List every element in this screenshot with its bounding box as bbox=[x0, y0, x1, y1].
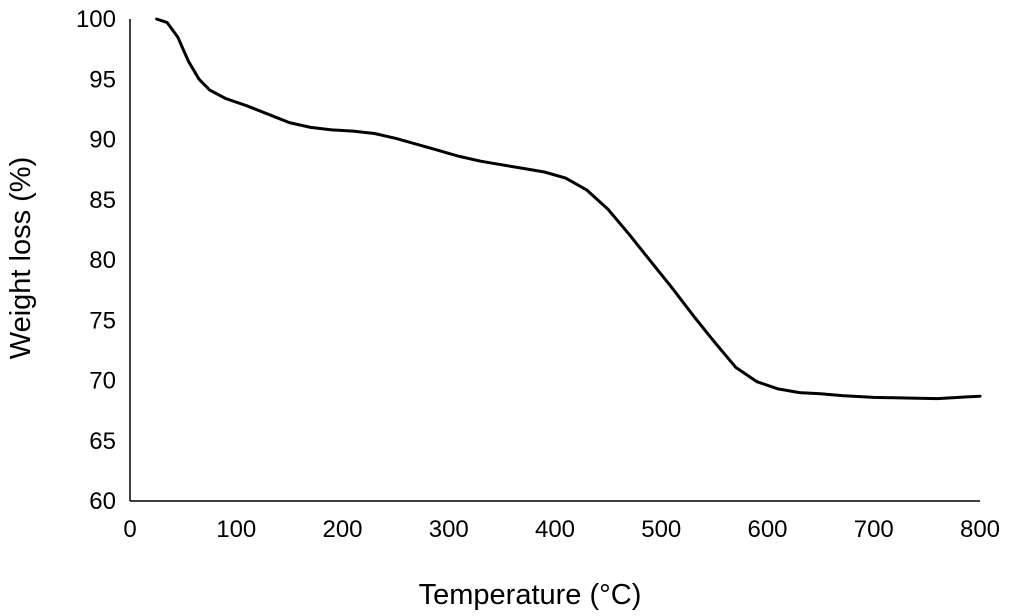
x-tick-label: 500 bbox=[641, 516, 681, 543]
y-tick-label: 80 bbox=[89, 247, 116, 274]
y-tick-label: 85 bbox=[89, 187, 116, 214]
y-tick-label: 70 bbox=[89, 368, 116, 395]
x-tick-label: 700 bbox=[854, 516, 894, 543]
series-line bbox=[155, 17, 982, 401]
y-tick-labels: 60 65 70 75 80 85 90 95 100 bbox=[76, 6, 116, 515]
x-axis-title: Temperature (°C) bbox=[419, 579, 642, 611]
x-tick-label: 600 bbox=[747, 516, 787, 543]
y-tick-label: 100 bbox=[76, 6, 116, 33]
x-tick-label: 800 bbox=[960, 516, 1000, 543]
x-tick-label: 100 bbox=[216, 516, 256, 543]
x-tick-label: 0 bbox=[123, 516, 136, 543]
y-tick-label: 90 bbox=[89, 127, 116, 154]
x-tick-labels: 0 100 200 300 400 500 600 700 800 bbox=[123, 516, 1000, 543]
x-tick-label: 200 bbox=[322, 516, 362, 543]
x-tick-label: 400 bbox=[535, 516, 575, 543]
y-tick-label: 65 bbox=[89, 428, 116, 455]
y-tick-label: 95 bbox=[89, 66, 116, 93]
x-tick-label: 300 bbox=[429, 516, 469, 543]
y-axis-title: Weight loss (%) bbox=[5, 157, 37, 360]
series-layer bbox=[155, 17, 982, 401]
y-tick-label: 75 bbox=[89, 307, 116, 334]
y-tick-label: 60 bbox=[89, 488, 116, 515]
